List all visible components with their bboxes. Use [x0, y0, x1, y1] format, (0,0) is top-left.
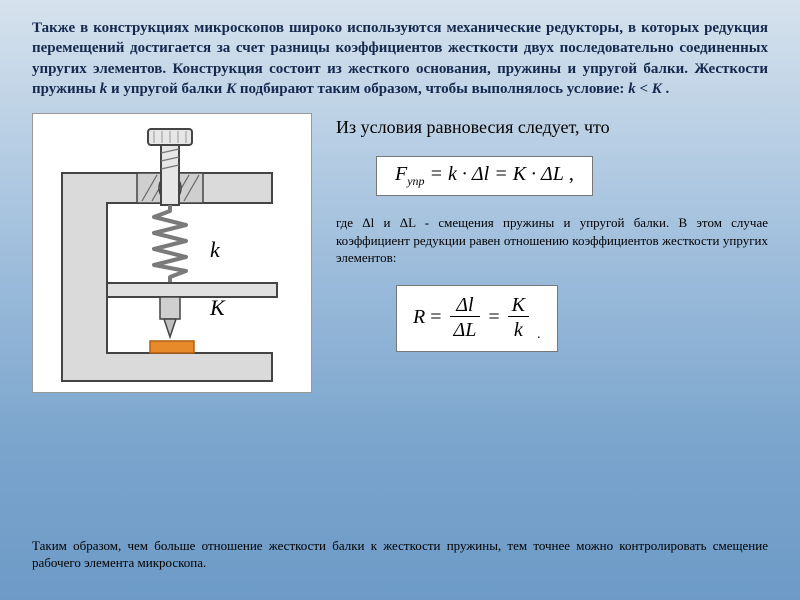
conclusion-text: Таким образом, чем больше отношение жест… [32, 537, 768, 572]
label-k: k [210, 237, 221, 262]
equilibrium-lead: Из условия равновесия следует, что [336, 117, 768, 138]
reducer-diagram: k K [42, 123, 302, 383]
right-column: Из условия равновесия следует, что Fупр … [336, 113, 768, 352]
formula-ratio-wrap: R = Δl ΔL = K k . [396, 285, 768, 352]
formula-ratio: R = Δl ΔL = K k . [396, 285, 558, 352]
note-text: где Δl и ΔL - смещения пружины и упругой… [336, 214, 768, 267]
formula-force: Fупр = k · Δl = K · ΔL , [376, 156, 593, 196]
slide: Также в конструкциях микроскопов широко … [0, 0, 800, 600]
middle-row: k K Из условия равновесия следует, что F… [32, 113, 768, 393]
label-K-big: K [209, 295, 226, 320]
intro-paragraph: Также в конструкциях микроскопов широко … [32, 18, 768, 99]
figure-box: k K [32, 113, 312, 393]
